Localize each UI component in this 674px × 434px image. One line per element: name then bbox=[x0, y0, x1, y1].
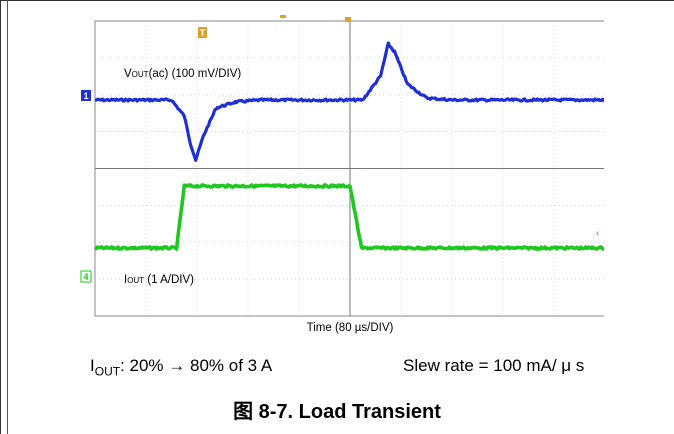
scope-traces bbox=[94, 41, 604, 251]
trigger-marker: T bbox=[198, 27, 207, 38]
svg-text:4: 4 bbox=[83, 272, 88, 282]
page-frame-left-inner bbox=[7, 0, 8, 434]
oscilloscope-capture: T VOUT(ac) (100 mV/DIV) IOUT (1 A/DIV) 1… bbox=[80, 15, 604, 334]
trigger-position-marker bbox=[345, 17, 351, 22]
page-frame-top bbox=[0, 0, 674, 1]
page-frame-left bbox=[0, 0, 1, 434]
figure-caption: 图 8-7. Load Transient bbox=[233, 401, 441, 423]
vout-trace bbox=[94, 41, 604, 162]
time-axis-label: Time (80 µs/DIV) bbox=[307, 322, 394, 334]
ch4-right-arrow: ‹ bbox=[596, 228, 599, 239]
top-tick-marker bbox=[280, 15, 286, 18]
ch4-scale-label: IOUT (1 A/DIV) bbox=[124, 274, 194, 286]
svg-text:1: 1 bbox=[83, 91, 88, 101]
trigger-marker-label: T bbox=[200, 28, 206, 38]
scope-grid bbox=[94, 20, 604, 317]
ch1-scale-label: VOUT(ac) (100 mV/DIV) bbox=[124, 68, 241, 80]
current-step-condition: IOUT: 20% → 80% of 3 A bbox=[90, 356, 273, 379]
ch4-marker: 4 bbox=[80, 270, 92, 283]
ch1-marker: 1 bbox=[81, 90, 91, 101]
iout-trace bbox=[94, 183, 604, 251]
slew-rate-condition: Slew rate = 100 mA/ μ s bbox=[403, 356, 585, 375]
